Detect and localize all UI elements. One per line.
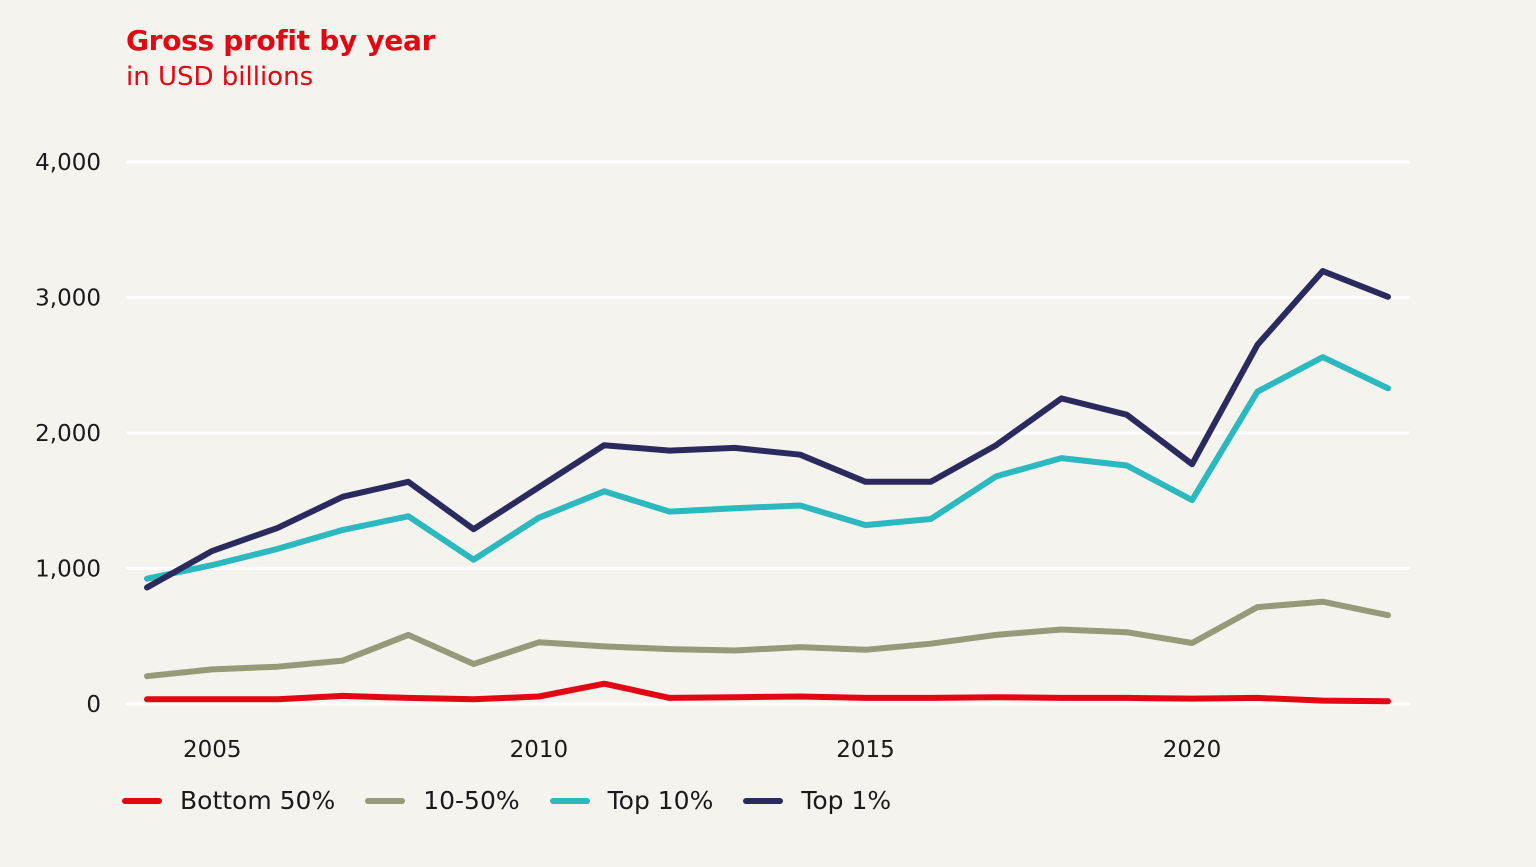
x-axis-ticks: 2005 2010 2015 2020 [183, 737, 1221, 763]
legend-swatch [122, 797, 162, 804]
legend-item: Bottom 50% [122, 786, 335, 815]
y-tick-label: 4,000 [35, 150, 101, 176]
legend-item: Top 10% [549, 786, 714, 815]
legend-swatch [365, 797, 406, 804]
legend-item: 10-50% [365, 786, 520, 815]
legend-swatch [549, 797, 590, 804]
legend-label: Top 10% [607, 786, 714, 815]
legend-label: 10-50% [423, 786, 520, 815]
y-tick-label: 0 [86, 692, 101, 718]
legend-label: Top 1% [801, 786, 892, 815]
x-tick-label: 2005 [183, 737, 242, 763]
y-tick-label: 2,000 [35, 421, 101, 447]
series-line-3 [144, 354, 1391, 582]
legend-item: Top 1% [743, 786, 891, 815]
chart-title: Gross profit by year [126, 24, 436, 57]
gridlines [126, 160, 1410, 706]
x-tick-label: 2015 [836, 737, 895, 763]
y-tick-label: 3,000 [35, 286, 101, 312]
series-line-1 [144, 680, 1391, 705]
series-line-4 [144, 268, 1391, 591]
legend: Bottom 50% 10-50% Top 10% Top 1% [122, 786, 891, 815]
y-axis-ticks: 0 1,000 2,000 3,000 4,000 [35, 150, 101, 718]
x-tick-label: 2020 [1163, 737, 1222, 763]
series-lines [144, 268, 1391, 705]
y-tick-label: 1,000 [35, 557, 101, 583]
legend-label: Bottom 50% [180, 786, 336, 815]
legend-swatch [743, 797, 784, 804]
chart-subtitle: in USD billions [126, 62, 314, 92]
series-line-2 [144, 598, 1391, 680]
x-tick-label: 2010 [510, 737, 569, 763]
